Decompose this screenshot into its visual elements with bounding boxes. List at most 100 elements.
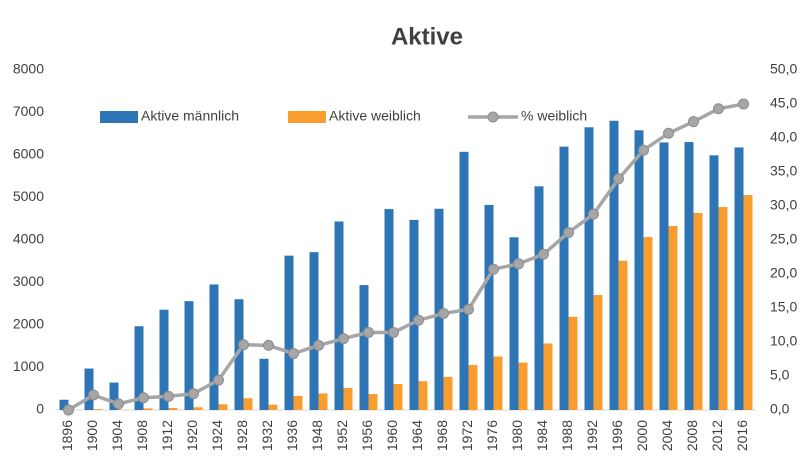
bar xyxy=(109,382,119,410)
bar xyxy=(134,326,144,410)
bar xyxy=(268,404,278,410)
x-tick-label: 1952 xyxy=(334,420,350,451)
x-tick-label: 2000 xyxy=(634,420,650,451)
line-marker xyxy=(538,248,549,260)
y2-tick-label: 15,0 xyxy=(770,299,797,315)
line-marker xyxy=(663,127,674,139)
y2-tick-label: 5,0 xyxy=(770,367,790,383)
line-marker xyxy=(88,389,99,401)
bar xyxy=(543,343,553,410)
bar xyxy=(518,362,528,410)
bar xyxy=(609,120,619,411)
x-tick-label: 1948 xyxy=(309,420,325,451)
y2-tick-label: 25,0 xyxy=(770,231,797,247)
y-tick-label: 7000 xyxy=(13,103,44,119)
legend-label: % weiblich xyxy=(521,108,587,124)
bar xyxy=(584,127,594,410)
x-tick-label: 1976 xyxy=(484,420,500,451)
y-tick-label: 8000 xyxy=(13,61,44,77)
x-tick-label: 1896 xyxy=(59,420,75,451)
line-marker xyxy=(213,374,224,386)
bar xyxy=(434,208,444,410)
bar xyxy=(259,358,269,410)
line-marker xyxy=(588,208,599,220)
bar xyxy=(309,252,319,410)
x-tick-label: 1984 xyxy=(534,420,550,451)
x-tick-label: 1960 xyxy=(384,420,400,451)
bar xyxy=(618,260,628,410)
x-tick-label: 1988 xyxy=(559,420,575,451)
line-marker xyxy=(413,314,424,326)
bar xyxy=(343,387,353,410)
line-marker xyxy=(613,173,624,185)
x-tick-label: 1908 xyxy=(134,420,150,451)
bar xyxy=(284,255,294,410)
line-marker xyxy=(163,390,174,402)
y-tick-label: 1000 xyxy=(13,358,44,374)
bar xyxy=(559,146,569,410)
bar xyxy=(59,399,69,410)
bar xyxy=(468,364,478,410)
bar xyxy=(193,407,203,410)
bar xyxy=(743,194,753,410)
bar xyxy=(393,384,403,410)
bar xyxy=(293,395,303,410)
legend-swatch xyxy=(100,111,138,123)
x-tick-label: 2004 xyxy=(659,420,675,451)
x-tick-label: 1904 xyxy=(109,420,125,451)
bar xyxy=(418,381,428,410)
line xyxy=(67,102,744,412)
x-tick-label: 1992 xyxy=(584,420,600,451)
line-marker xyxy=(563,227,574,239)
bar xyxy=(93,409,103,410)
y2-tick-label: 30,0 xyxy=(770,197,797,213)
bar xyxy=(218,404,228,410)
line-marker xyxy=(363,326,374,338)
y2-tick-label: 50,0 xyxy=(770,61,797,77)
legend-swatch xyxy=(288,111,326,123)
bar xyxy=(359,285,369,410)
y-tick-label: 5000 xyxy=(13,188,44,204)
y-tick-label: 6000 xyxy=(13,146,44,162)
y2-tick-label: 10,0 xyxy=(770,333,797,349)
line-marker xyxy=(263,339,274,351)
bar xyxy=(493,356,503,410)
bar xyxy=(443,376,453,410)
bar xyxy=(659,142,669,411)
line-marker xyxy=(138,392,149,404)
bar xyxy=(643,237,653,410)
x-tick-label: 1996 xyxy=(609,420,625,451)
y-tick-label: 4000 xyxy=(13,231,44,247)
bar xyxy=(709,155,719,410)
y2-tick-label: 0,0 xyxy=(770,401,790,417)
line-marker xyxy=(113,398,124,410)
bar xyxy=(734,147,744,410)
y-tick-label: 2000 xyxy=(13,316,44,332)
bar xyxy=(209,284,219,410)
line-marker xyxy=(313,339,324,351)
bar xyxy=(693,212,703,410)
bar xyxy=(368,394,378,410)
y2-tick-label: 35,0 xyxy=(770,163,797,179)
line-marker xyxy=(713,103,724,115)
legend-label: Aktive männlich xyxy=(141,108,239,124)
bar xyxy=(384,209,394,410)
x-tick-label: 1936 xyxy=(284,420,300,451)
x-tick-label: 1980 xyxy=(509,420,525,451)
line-marker xyxy=(738,98,749,110)
y2-tick-label: 40,0 xyxy=(770,129,797,145)
bar xyxy=(593,295,603,410)
y-tick-label: 0 xyxy=(36,401,44,417)
bar xyxy=(534,186,544,410)
x-tick-label: 1964 xyxy=(409,420,425,451)
bar xyxy=(509,237,519,410)
bar xyxy=(159,309,169,410)
line-marker xyxy=(288,348,299,360)
line-marker xyxy=(688,116,699,128)
x-tick-label: 1924 xyxy=(209,420,225,451)
line-marker xyxy=(638,144,649,156)
x-tick-label: 1932 xyxy=(259,420,275,451)
x-tick-label: 2012 xyxy=(709,420,725,451)
legend-swatch xyxy=(487,111,499,123)
legend-label: Aktive weiblich xyxy=(329,108,421,124)
